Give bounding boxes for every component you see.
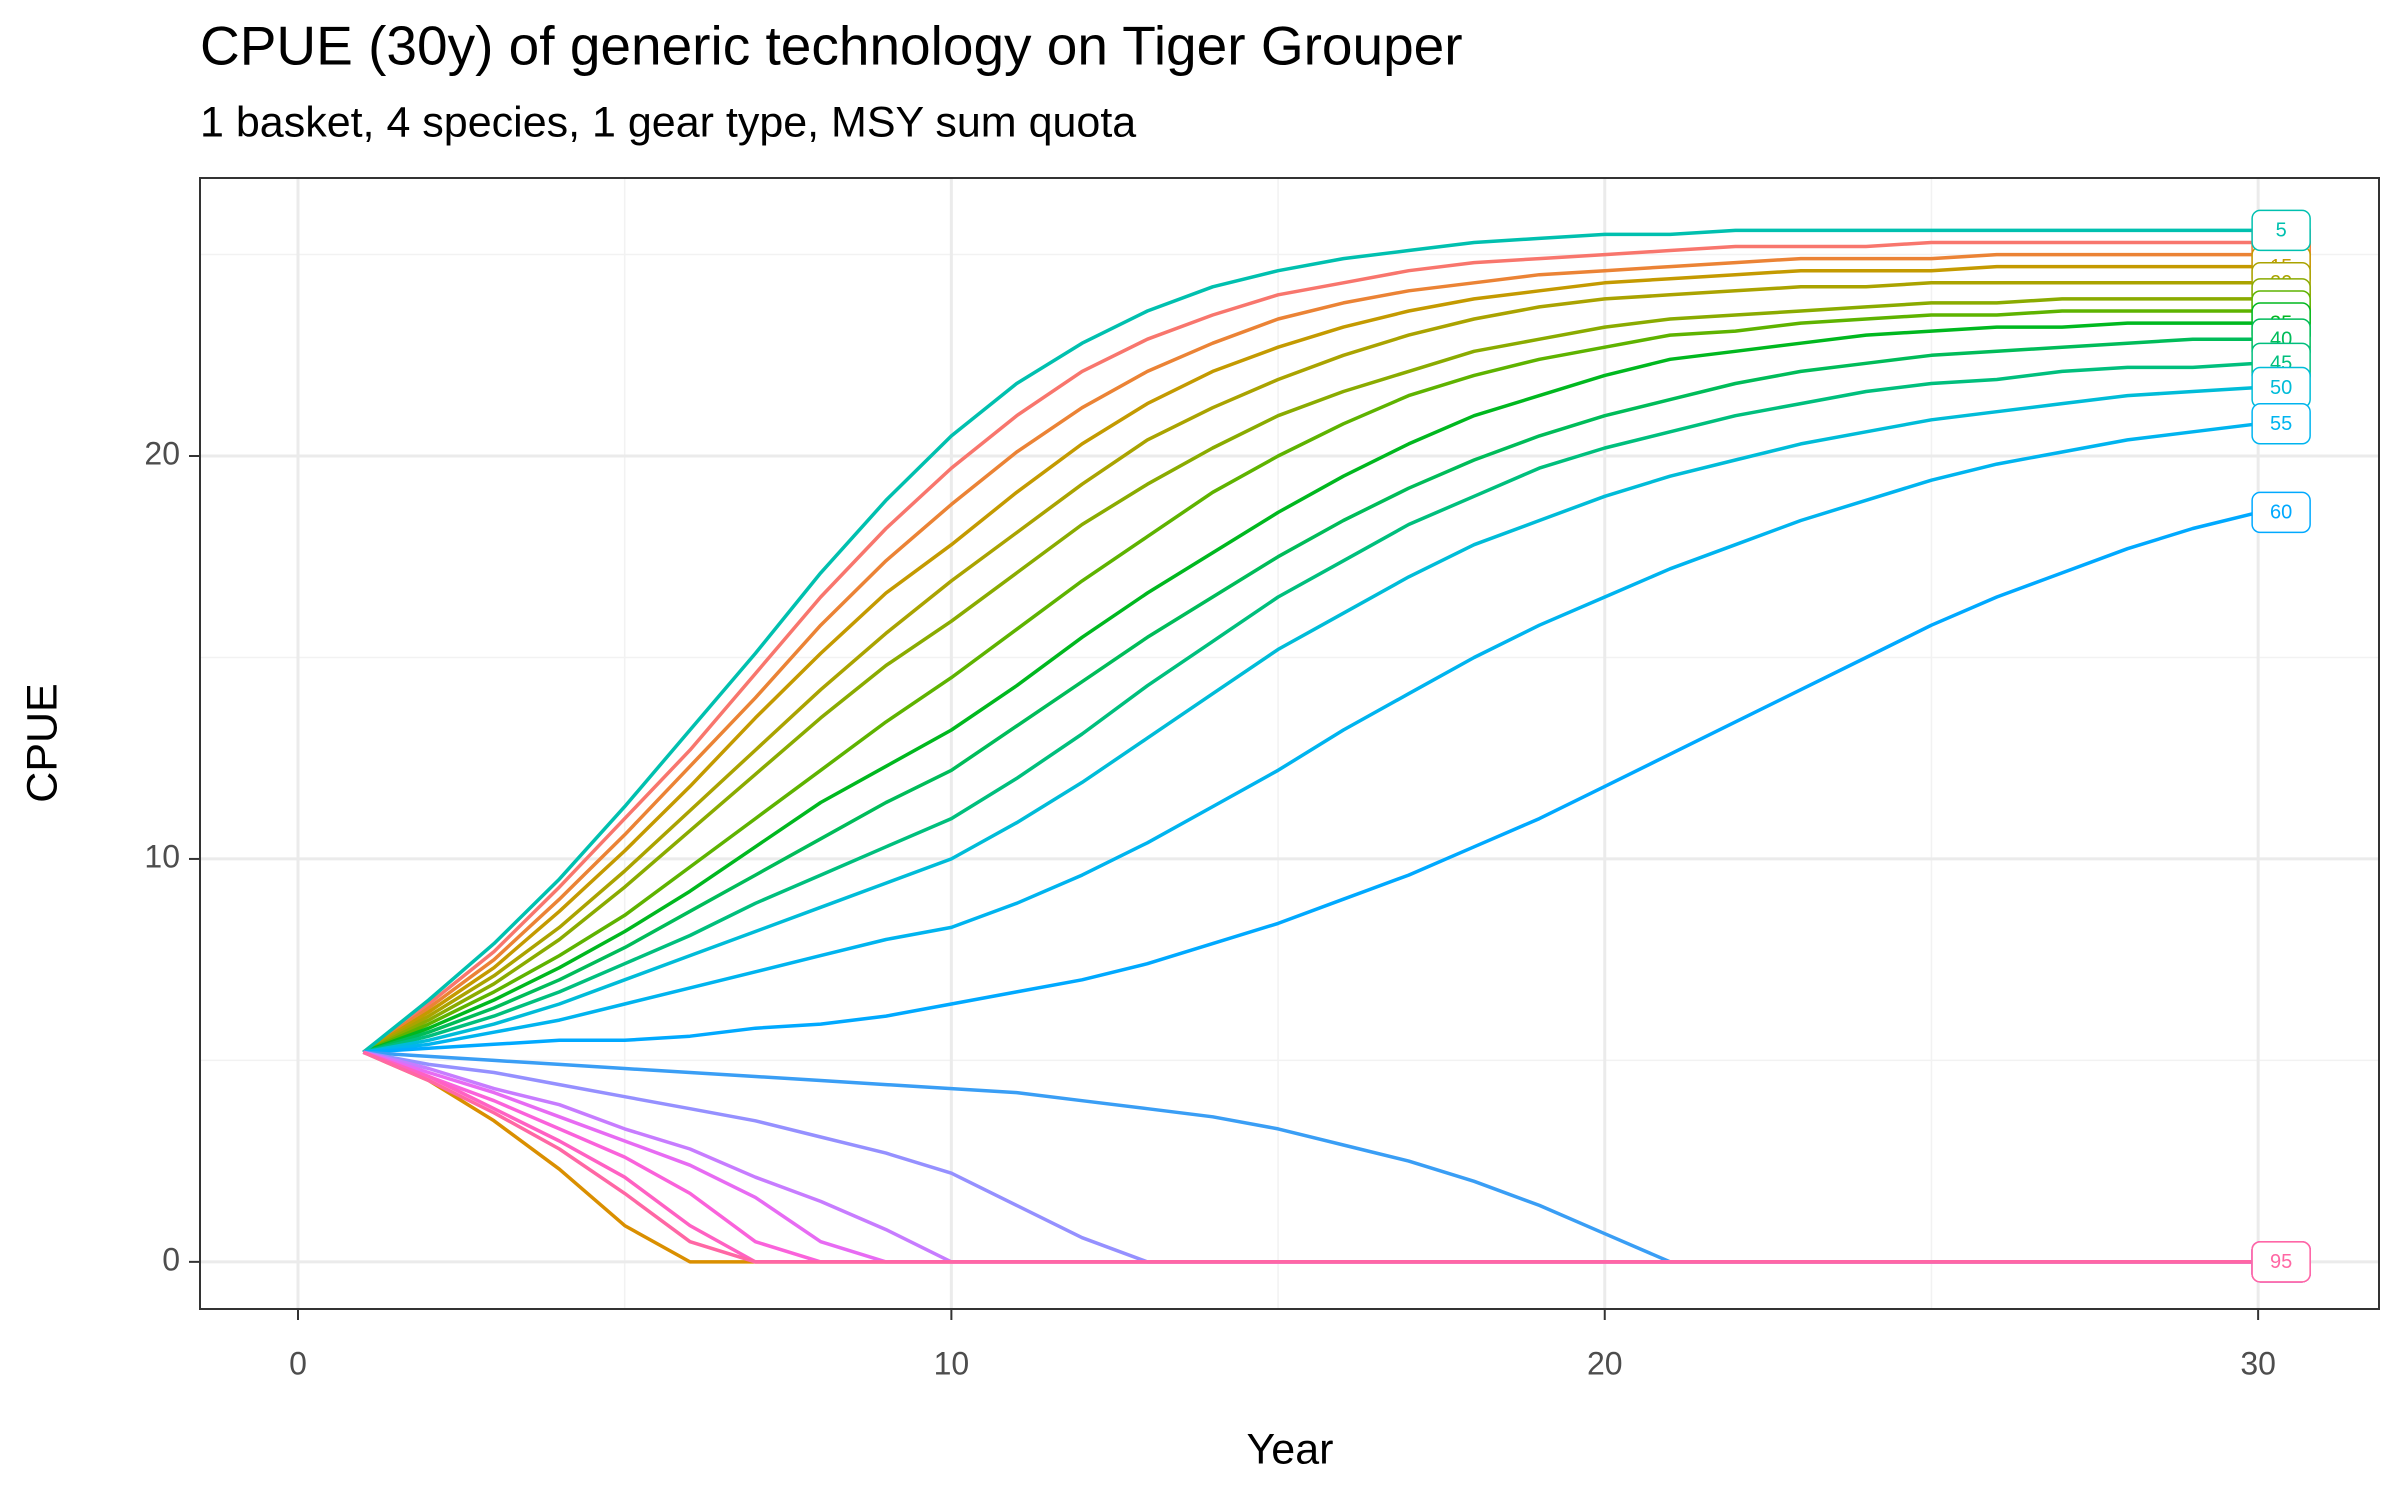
- end-label-text: 55: [2270, 413, 2292, 435]
- chart-subtitle: 1 basket, 4 species, 1 gear type, MSY su…: [200, 98, 1136, 146]
- series-line: [362, 252, 2259, 1054]
- series-line: [362, 1050, 2259, 1264]
- series-line: [362, 297, 2259, 1054]
- series-line: [362, 1050, 2259, 1264]
- end-label: 55: [2251, 403, 2311, 445]
- end-label: 50: [2251, 366, 2311, 409]
- x-tick-label: 10: [934, 1345, 970, 1381]
- series-line: [362, 1050, 2259, 1264]
- series-line: [362, 385, 2259, 1055]
- x-axis-title: Year: [1247, 1425, 1334, 1473]
- panel-border: [199, 177, 2380, 1310]
- end-label-box: [2251, 403, 2311, 445]
- series-line: [362, 240, 2259, 1054]
- x-tick-label: 20: [1587, 1345, 1623, 1381]
- y-tick-label: 20: [144, 435, 180, 471]
- series-line: [362, 1050, 2259, 1264]
- series-line: [362, 309, 2259, 1054]
- y-tick-label: 10: [144, 838, 180, 874]
- series-line: [362, 321, 2259, 1054]
- series-line: [362, 361, 2259, 1054]
- y-tick-label: 0: [162, 1241, 180, 1277]
- end-label-text: 50: [2270, 377, 2292, 399]
- chart-title: CPUE (30y) of generic technology on Tige…: [200, 15, 1463, 77]
- end-label-text: 95: [2270, 1251, 2292, 1273]
- x-tick-label: 30: [2240, 1345, 2276, 1381]
- series-line: [362, 1050, 2259, 1264]
- lines: [362, 228, 2259, 1264]
- series-line: [362, 264, 2259, 1054]
- end-label-box: [2251, 491, 2311, 534]
- series-line: [362, 228, 2259, 1054]
- end-label: 95: [2251, 1241, 2311, 1283]
- end-label: 5: [2251, 209, 2311, 252]
- series-line: [362, 1050, 2259, 1264]
- series-line: [362, 337, 2259, 1054]
- series-line: [363, 1050, 2259, 1264]
- end-labels: 0101001520253035404555055606570758085909…: [2251, 209, 2311, 1283]
- end-label-box: [2251, 209, 2311, 252]
- end-label-text: 60: [2270, 502, 2292, 524]
- end-label-box: [2251, 1241, 2311, 1283]
- series-line: [362, 1050, 2259, 1264]
- series-line: [362, 281, 2259, 1054]
- end-label: 60: [2251, 491, 2311, 534]
- series-line: [363, 422, 2259, 1055]
- end-label-text: 5: [2276, 220, 2287, 242]
- series-line: [363, 510, 2259, 1055]
- y-axis-title: CPUE: [18, 683, 66, 802]
- x-tick-label: 0: [289, 1345, 307, 1381]
